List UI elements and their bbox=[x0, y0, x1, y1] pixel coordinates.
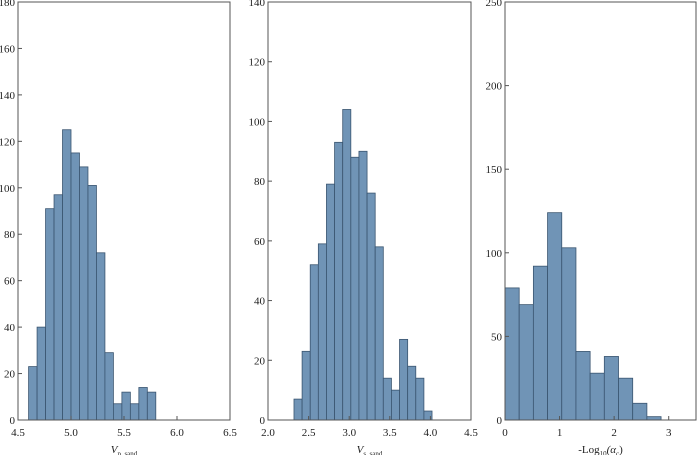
histogram-bar bbox=[358, 150, 368, 421]
y-tick-label: 80 bbox=[4, 229, 16, 241]
histogram-bar bbox=[129, 403, 140, 421]
histogram-bar bbox=[96, 252, 106, 421]
histogram-bar bbox=[366, 192, 376, 421]
histogram-panel-2: 0 20 40 60 80 100 120 140 2.0 2.5 3.0 3.5 4.0 4.5 Vs_s… bbox=[249, 0, 479, 455]
y-tick-label: 140 bbox=[0, 90, 16, 102]
histogram-bar bbox=[374, 246, 384, 421]
y-tick-label: 40 bbox=[254, 296, 266, 308]
y-tick-label: 250 bbox=[486, 0, 503, 9]
histogram-bar bbox=[113, 403, 123, 421]
histogram-bar bbox=[138, 387, 148, 421]
y-tick-label: 150 bbox=[486, 164, 503, 176]
histogram-bar bbox=[293, 398, 303, 421]
histogram-bar bbox=[53, 194, 63, 421]
histogram-bar bbox=[28, 366, 38, 421]
y-tick-label: 40 bbox=[4, 322, 16, 334]
histogram-bar bbox=[309, 264, 319, 421]
histogram-bar bbox=[589, 372, 605, 421]
histogram-bar bbox=[391, 389, 400, 421]
histogram-bar bbox=[146, 391, 157, 421]
x-tick-label: 1 bbox=[557, 427, 563, 439]
histogram-bar bbox=[603, 356, 619, 421]
histogram-panel-1: 0 20 40 60 80 100 120 140 160 180 4.5 5.0 5.5 6.0 6.5 V… bbox=[0, 0, 237, 455]
x-tick-label: 3 bbox=[666, 427, 672, 439]
y-tick-label: 0 bbox=[260, 415, 266, 427]
histogram-bar bbox=[547, 212, 563, 421]
y-tick-label: 20 bbox=[4, 369, 16, 381]
x-tick-label: 6.0 bbox=[170, 427, 184, 439]
histogram-bar bbox=[334, 141, 344, 421]
x-axis-title: Vp_sand bbox=[111, 444, 138, 455]
histogram-bar bbox=[36, 326, 46, 421]
histogram-panel-3: 0 50 100 150 200 250 0 1 2 3 -Log10(αc) bbox=[486, 0, 697, 455]
x-tick-label: 2 bbox=[611, 427, 617, 439]
x-tick-label: 5.5 bbox=[117, 427, 131, 439]
x-tick-label: 4.5 bbox=[464, 427, 478, 439]
y-tick-label: 120 bbox=[249, 57, 266, 69]
histogram-bar bbox=[326, 183, 335, 421]
y-tick-label: 0 bbox=[10, 415, 16, 427]
x-tick-label: 3.5 bbox=[383, 427, 397, 439]
histogram-bar bbox=[79, 166, 89, 421]
histogram-bar bbox=[121, 391, 131, 421]
histogram-bar bbox=[532, 265, 548, 421]
y-tick-label: 100 bbox=[0, 183, 16, 195]
histogram-bar bbox=[399, 338, 409, 421]
x-axis-title: -Log10(αc) bbox=[578, 444, 623, 455]
histogram-bar bbox=[618, 377, 634, 421]
plot-frame bbox=[504, 1, 697, 421]
y-tick-label: 200 bbox=[486, 81, 503, 93]
histogram-bar bbox=[45, 208, 55, 421]
histogram-bar bbox=[561, 247, 577, 421]
histogram-bar bbox=[382, 377, 392, 421]
x-tick-label: 3.0 bbox=[342, 427, 356, 439]
histogram-bar bbox=[301, 350, 311, 421]
x-tick-label: 4.5 bbox=[11, 427, 25, 439]
x-tick-label: 4.0 bbox=[424, 427, 438, 439]
y-tick-label: 160 bbox=[0, 43, 16, 55]
histogram-bar bbox=[104, 352, 114, 421]
histogram-bar bbox=[415, 377, 425, 421]
histogram-bar bbox=[575, 351, 591, 421]
y-tick-label: 140 bbox=[249, 0, 266, 9]
y-tick-label: 60 bbox=[4, 276, 16, 288]
x-axis-title: Vs_sand bbox=[357, 444, 383, 455]
y-tick-label: 180 bbox=[0, 0, 16, 9]
histogram-bar bbox=[342, 109, 352, 421]
y-tick-label: 100 bbox=[486, 248, 503, 260]
histogram-bar bbox=[632, 402, 648, 421]
histogram-bar bbox=[317, 243, 327, 421]
y-tick-label: 120 bbox=[0, 136, 16, 148]
x-tick-label: 0 bbox=[502, 427, 508, 439]
histogram-bar bbox=[518, 304, 534, 421]
histogram-bar bbox=[70, 152, 80, 421]
x-tick-label: 2.0 bbox=[261, 427, 275, 439]
y-tick-label: 100 bbox=[249, 116, 266, 128]
y-tick-label: 20 bbox=[254, 355, 266, 367]
y-tick-label: 60 bbox=[254, 236, 266, 248]
x-tick-label: 6.5 bbox=[223, 427, 237, 439]
plot-frame bbox=[267, 1, 472, 421]
histogram-bar bbox=[87, 185, 97, 421]
histogram-bar bbox=[350, 156, 360, 421]
x-tick-label: 5.0 bbox=[64, 427, 78, 439]
y-tick-label: 80 bbox=[254, 176, 266, 188]
y-tick-label: 0 bbox=[497, 415, 503, 427]
histogram-bar bbox=[646, 416, 662, 421]
x-tick-label: 2.5 bbox=[302, 427, 316, 439]
y-tick-label: 50 bbox=[491, 331, 503, 343]
histogram-bar bbox=[62, 129, 72, 421]
histogram-bar bbox=[504, 287, 520, 421]
histogram-bar bbox=[407, 365, 417, 421]
